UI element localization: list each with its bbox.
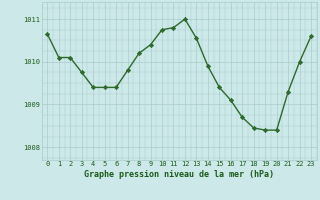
X-axis label: Graphe pression niveau de la mer (hPa): Graphe pression niveau de la mer (hPa)	[84, 170, 274, 179]
